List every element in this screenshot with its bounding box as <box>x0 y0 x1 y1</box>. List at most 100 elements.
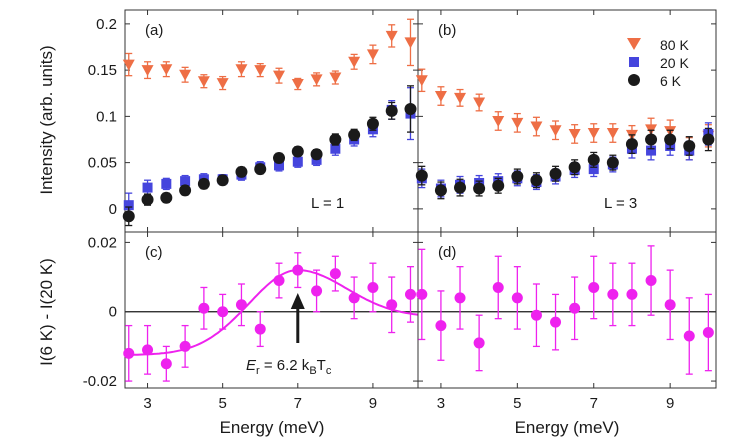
data-point-triangle <box>141 65 154 77</box>
series-difference <box>416 245 714 375</box>
resonance-annotation: Er = 6.2 kBTc <box>246 293 332 377</box>
data-point-circle <box>198 302 210 314</box>
data-point-circle <box>473 337 485 349</box>
data-point-circle <box>625 138 638 151</box>
data-point-circle <box>626 288 638 300</box>
data-point-triangle <box>530 121 543 133</box>
data-point-circle <box>416 288 428 300</box>
data-point-circle <box>404 102 417 115</box>
data-point-square <box>180 176 191 187</box>
data-point-square <box>292 156 303 167</box>
y-tick-label: -0.02 <box>83 373 117 390</box>
panel-label: (c) <box>145 244 163 261</box>
y-tick-label: 0 <box>109 201 117 218</box>
data-point-circle <box>291 145 304 158</box>
data-point-circle <box>530 174 543 187</box>
y-axis-title-bottom: I(6 K) - I(20 K) <box>37 258 56 366</box>
data-point-triangle <box>606 128 619 140</box>
series-6k <box>122 85 417 227</box>
panel-d: 3 5 7 9 (d) <box>416 231 717 412</box>
data-point-circle <box>386 299 398 311</box>
y-tick-label: 0.1 <box>96 108 117 125</box>
data-point-triangle <box>310 74 323 86</box>
data-point-square <box>588 164 599 175</box>
annotation-label-part: B <box>309 365 316 377</box>
y-tick-label: 0.2 <box>96 16 117 33</box>
data-point-circle <box>664 299 676 311</box>
annotation-label-part: = 6.2 k <box>260 357 310 374</box>
panel-c: 3 5 7 9 -0.02 0 0.02 (c) <box>83 231 419 412</box>
legend-marker-20k <box>629 57 639 67</box>
x-tick-label: 3 <box>437 395 445 412</box>
data-point-circle <box>702 133 715 146</box>
data-point-square <box>161 178 172 189</box>
data-point-circle <box>217 306 229 318</box>
y-tick-label: 0.05 <box>88 155 117 172</box>
legend-label-6k: 6 K <box>660 73 682 89</box>
data-point-circle <box>606 156 619 169</box>
data-point-triangle <box>404 37 417 49</box>
data-point-circle <box>702 327 714 339</box>
data-point-circle <box>645 275 657 287</box>
data-point-circle <box>348 292 360 304</box>
data-point-circle <box>683 139 696 152</box>
data-point-triangle <box>160 64 173 76</box>
data-point-circle <box>530 309 542 321</box>
y-tick-label: 0.02 <box>88 234 117 251</box>
data-point-circle <box>435 320 447 332</box>
data-point-square <box>646 145 657 156</box>
data-point-triangle <box>473 97 486 109</box>
data-point-circle <box>645 133 658 146</box>
data-point-circle <box>160 358 172 370</box>
data-point-circle <box>273 152 286 164</box>
data-point-circle <box>254 323 266 335</box>
data-point-circle <box>197 177 210 190</box>
panel-label: (a) <box>145 22 163 39</box>
data-point-circle <box>235 299 247 311</box>
data-point-circle <box>587 153 600 166</box>
x-tick-label: 7 <box>294 395 302 412</box>
x-tick-label: 3 <box>143 395 151 412</box>
data-point-circle <box>404 288 416 300</box>
data-point-circle <box>142 344 154 356</box>
series-6k <box>415 127 715 200</box>
data-point-square <box>142 182 153 193</box>
data-point-triangle <box>415 75 428 87</box>
data-point-triangle <box>235 64 248 76</box>
data-point-triangle <box>254 65 267 77</box>
series-difference <box>123 252 416 382</box>
legend: 80 K 20 K 6 K <box>627 37 689 89</box>
data-point-circle <box>329 133 342 146</box>
data-point-circle <box>292 264 304 276</box>
panel-annotation: L = 3 <box>604 195 637 212</box>
x-tick-label: 5 <box>218 395 226 412</box>
data-point-circle <box>454 292 466 304</box>
annotation-label-part: c <box>326 365 332 377</box>
legend-label-20k: 20 K <box>660 55 689 71</box>
data-point-circle <box>607 288 619 300</box>
data-point-circle <box>569 302 581 314</box>
data-point-square <box>330 143 341 154</box>
data-point-circle <box>141 193 154 206</box>
data-point-triangle <box>434 91 447 103</box>
data-point-circle <box>366 117 379 130</box>
data-point-circle <box>348 128 361 141</box>
panel-a: 0 0.05 0.1 0.15 0.2 (a) L = 1 <box>88 9 419 233</box>
data-point-circle <box>588 281 600 293</box>
x-axis-title-right: Energy (meV) <box>515 418 620 437</box>
data-point-triangle <box>385 30 398 42</box>
data-point-triangle <box>549 125 562 137</box>
fit-curve <box>125 269 419 356</box>
data-point-circle <box>160 191 173 204</box>
data-point-triangle <box>454 92 467 104</box>
data-point-triangle <box>122 59 135 71</box>
data-point-circle <box>216 174 229 187</box>
data-point-triangle <box>291 79 304 90</box>
data-point-circle <box>311 285 323 297</box>
panel-frame <box>417 231 717 389</box>
panel-label: (d) <box>438 244 456 261</box>
y-axis-title-top: Intensity (arb. units) <box>37 45 56 194</box>
data-point-circle <box>179 340 191 352</box>
data-point-triangle <box>587 128 600 140</box>
